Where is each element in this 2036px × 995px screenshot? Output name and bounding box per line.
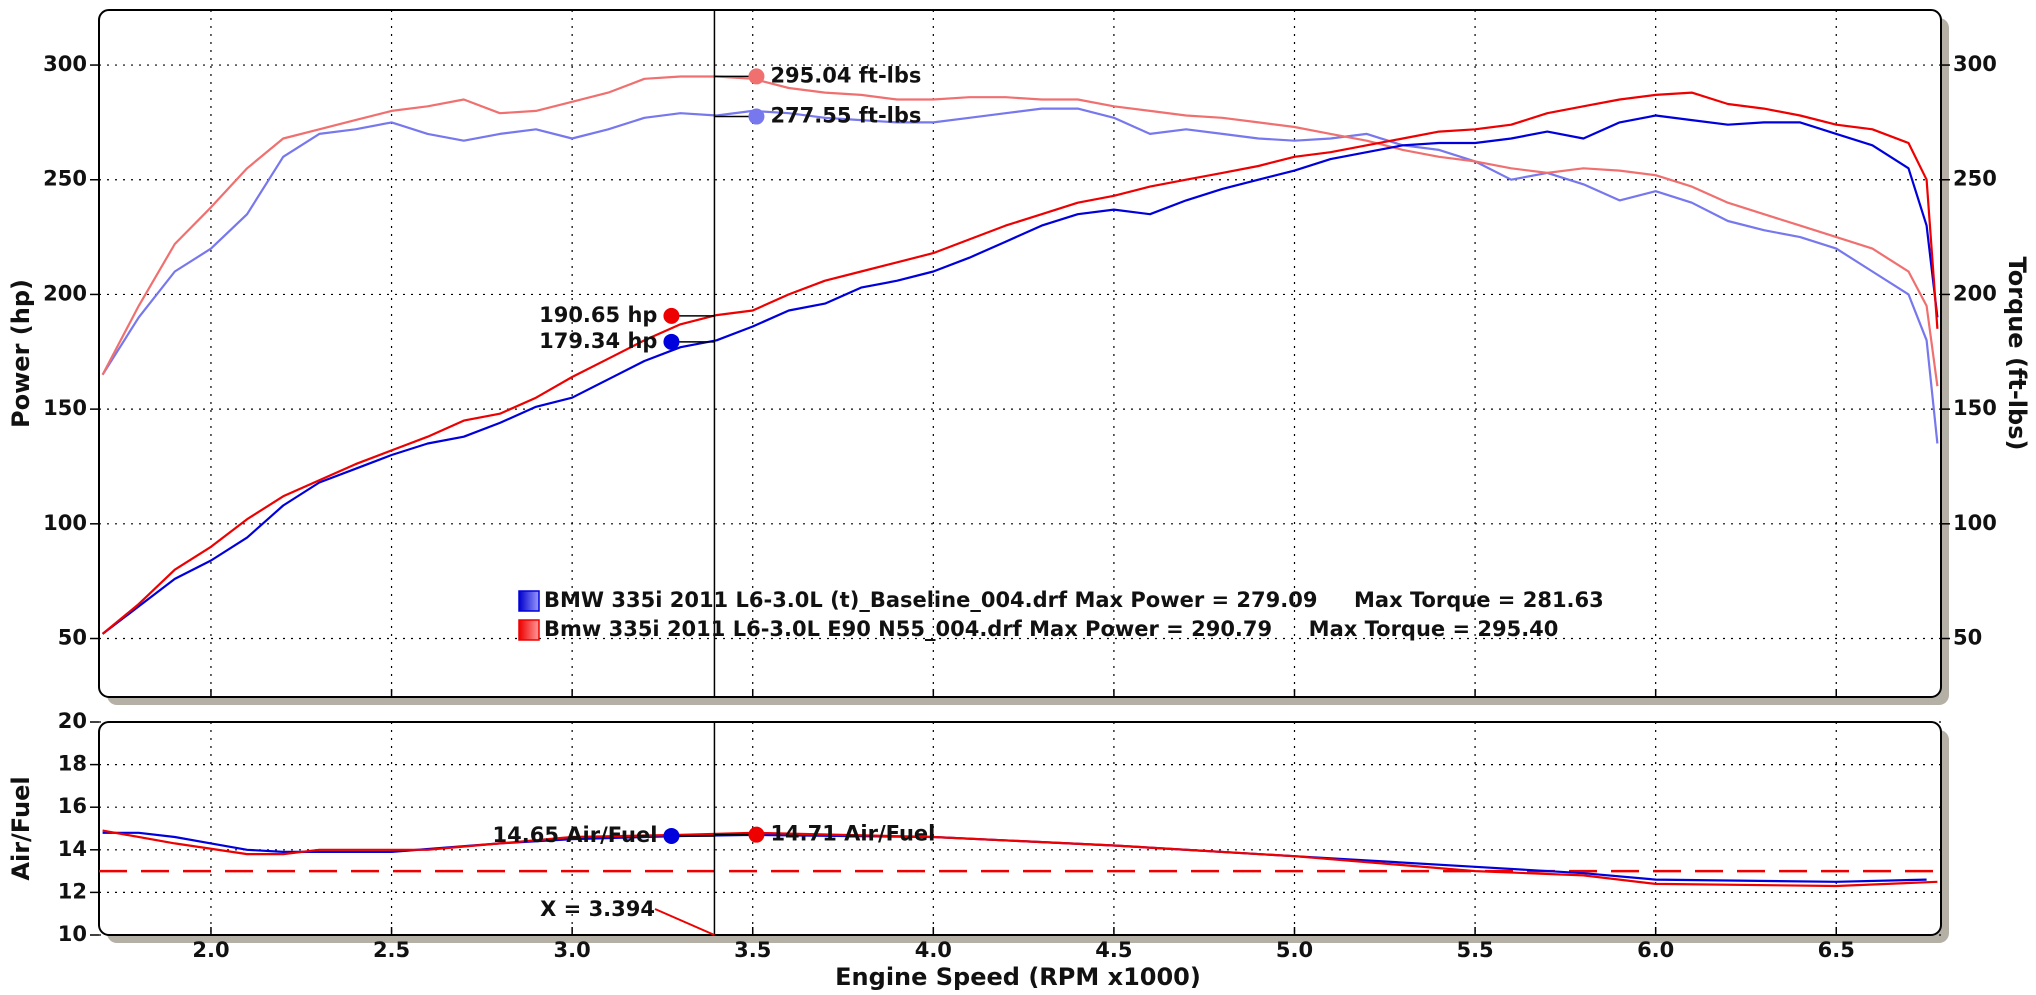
legend-text: BMW 335i 2011 L6-3.0L (t)_Baseline_004.d… xyxy=(544,588,1604,612)
x-tick-label: 5.0 xyxy=(1276,938,1313,962)
x-tick-label: 3.0 xyxy=(554,938,591,962)
x-tick-label: 2.0 xyxy=(192,938,229,962)
x-tick-label: 5.5 xyxy=(1456,938,1493,962)
y2-tick-label: 100 xyxy=(1953,511,1997,535)
y-tick-label: 18 xyxy=(58,752,87,776)
x-tick-label: 6.0 xyxy=(1637,938,1674,962)
y2-axis-title: Torque (ft-lbs) xyxy=(2003,257,2031,451)
y2-tick-label: 300 xyxy=(1953,52,1997,76)
y-tick-label: 14 xyxy=(58,837,87,861)
y2-tick-label: 250 xyxy=(1953,167,1997,191)
readout-label: 179.34 hp xyxy=(539,329,657,353)
y-tick-label: 20 xyxy=(58,709,87,733)
y-tick-label: 16 xyxy=(58,794,87,818)
readout-label: 277.55 ft-lbs xyxy=(770,104,921,128)
x-tick-label: 4.5 xyxy=(1095,938,1132,962)
legend-swatch xyxy=(518,619,540,641)
y-tick-label: 10 xyxy=(58,922,87,946)
y-tick-label: 250 xyxy=(43,167,87,191)
readout-label: 190.65 hp xyxy=(539,303,657,327)
panel xyxy=(98,721,1942,936)
readout-marker xyxy=(663,333,680,350)
readout-marker xyxy=(663,307,680,324)
x-axis-title: Engine Speed (RPM x1000) xyxy=(835,963,1201,991)
x-tick-label: 2.5 xyxy=(373,938,410,962)
y-tick-label: 50 xyxy=(58,626,87,650)
series-line xyxy=(102,829,1938,888)
y-axis-title: Air/Fuel xyxy=(7,776,35,880)
readout-label: 295.04 ft-lbs xyxy=(770,63,921,87)
y-axis-title: Power (hp) xyxy=(7,279,35,428)
readout-label: 14.71 Air/Fuel xyxy=(770,822,935,846)
series-line xyxy=(101,114,1939,635)
readout-label: 14.65 Air/Fuel xyxy=(493,823,658,847)
panel xyxy=(98,9,1942,698)
readout-marker xyxy=(748,68,765,85)
legend-swatch xyxy=(518,590,540,612)
y-tick-label: 12 xyxy=(58,879,87,903)
x-tick-label: 6.5 xyxy=(1818,938,1855,962)
y2-tick-label: 150 xyxy=(1953,396,1997,420)
readout-marker xyxy=(748,108,765,125)
y-tick-label: 100 xyxy=(43,511,87,535)
cursor-label: X = 3.394 xyxy=(540,897,655,921)
cursor-trace xyxy=(654,908,715,936)
x-tick-label: 3.5 xyxy=(734,938,771,962)
readout-marker xyxy=(663,827,680,844)
y-tick-label: 150 xyxy=(43,396,87,420)
series-line xyxy=(101,91,1939,635)
y-tick-label: 200 xyxy=(43,281,87,305)
x-tick-label: 4.0 xyxy=(915,938,952,962)
legend-text: Bmw 335i 2011 L6-3.0L E90 N55_004.drf Ma… xyxy=(544,617,1558,641)
readout-marker xyxy=(748,826,765,843)
series-line xyxy=(101,75,1939,387)
series-line xyxy=(101,107,1939,444)
y2-tick-label: 50 xyxy=(1953,626,1982,650)
y-tick-label: 300 xyxy=(43,52,87,76)
y2-tick-label: 200 xyxy=(1953,281,1997,305)
